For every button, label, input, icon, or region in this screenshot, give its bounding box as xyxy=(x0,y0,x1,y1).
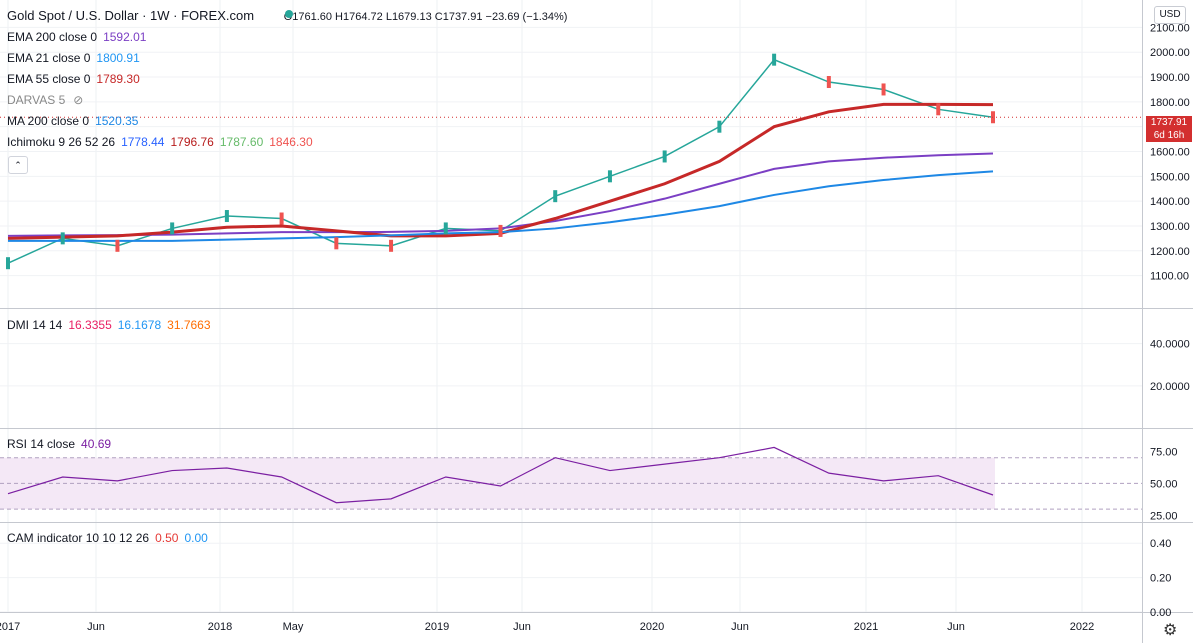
candle xyxy=(170,222,175,235)
x-tick-label: 2020 xyxy=(640,621,664,633)
candle xyxy=(334,237,339,250)
cam-tick-label: 0.20 xyxy=(1150,573,1171,585)
candle xyxy=(6,257,10,270)
dmi-tick-label: 40.0000 xyxy=(1150,339,1190,351)
candle xyxy=(389,239,394,252)
series-ema-200 xyxy=(7,152,994,237)
candle xyxy=(717,120,722,133)
rsi-tick-label: 75.00 xyxy=(1150,446,1178,458)
legend-ichimoku[interactable]: Ichimoku 9 26 52 26 1778.44 1796.76 1787.60… xyxy=(7,135,313,149)
collapse-legend-button[interactable]: ⌃ xyxy=(8,156,28,174)
legend-ema55[interactable]: EMA 55 close 0 1789.30 xyxy=(7,72,140,86)
legend-darvas[interactable]: DARVAS 5 ⊘ xyxy=(7,93,84,107)
rsi-tick-label: 50.00 xyxy=(1150,478,1178,490)
rsi-pane[interactable] xyxy=(0,446,1142,510)
cam-tick-label: 0.00 xyxy=(1150,607,1171,619)
ema55-value: 1789.30 xyxy=(96,72,140,86)
x-tick-label: Jun xyxy=(947,621,965,633)
price-tick-label: 2100.00 xyxy=(1150,22,1190,34)
price-tick-label: 1100.00 xyxy=(1150,271,1189,283)
candle xyxy=(936,103,941,116)
legend-rsi[interactable]: RSI 14 close 40.69 xyxy=(7,437,112,451)
candle xyxy=(607,170,612,183)
price-tick-label: 1900.00 xyxy=(1150,72,1190,84)
x-tick-label: Jun xyxy=(513,621,531,633)
x-tick-label: 2017 xyxy=(0,621,20,633)
x-tick-label: Jun xyxy=(87,621,105,633)
x-tick-label: 2019 xyxy=(425,621,449,633)
candle xyxy=(826,76,831,89)
tv-logo-icon xyxy=(285,10,293,18)
ema200-value: 1592.01 xyxy=(103,30,147,44)
legend-cam[interactable]: CAM indicator 10 10 12 26 0.50 0.00 xyxy=(7,531,208,545)
price-pane[interactable] xyxy=(0,53,1142,270)
ema21-value: 1800.91 xyxy=(96,51,140,65)
candle xyxy=(772,53,777,66)
settings-gear-icon[interactable]: ⚙ xyxy=(1163,622,1178,639)
dmi-tick-label: 20.0000 xyxy=(1150,381,1190,393)
candle xyxy=(662,150,667,163)
x-tick-label: May xyxy=(283,621,304,633)
price-tick-label: 1600.00 xyxy=(1150,147,1190,159)
candle xyxy=(279,212,284,225)
price-tick-label: 1300.00 xyxy=(1150,221,1190,233)
candle xyxy=(115,239,120,252)
ohlc-readout: O1761.60 H1764.72 L1679.13 C1737.91 −23.… xyxy=(283,11,568,23)
price-tick-label: 1400.00 xyxy=(1150,196,1190,208)
price-tick-label: 1200.00 xyxy=(1150,246,1190,258)
price-tick-label: 1500.00 xyxy=(1150,171,1190,183)
legend-ema200[interactable]: EMA 200 close 0 1592.01 xyxy=(7,30,147,44)
candle xyxy=(224,210,229,223)
rsi-line xyxy=(7,446,994,504)
series-ema-55 xyxy=(7,102,994,240)
price-tick-label: 2000.00 xyxy=(1150,47,1190,59)
ma200-value: 1520.35 xyxy=(95,114,139,128)
legend-ema21[interactable]: EMA 21 close 0 1800.91 xyxy=(7,51,140,65)
candle xyxy=(553,190,558,203)
rsi-tick-label: 25.00 xyxy=(1150,511,1178,523)
candle xyxy=(881,83,886,96)
cam-tick-label: 0.40 xyxy=(1150,538,1171,550)
candle xyxy=(443,222,448,235)
legend-ma200[interactable]: MA 200 close 0 1520.35 xyxy=(7,114,139,128)
x-tick-label: 2021 xyxy=(854,621,878,633)
x-tick-label: 2022 xyxy=(1070,621,1094,633)
x-tick-label: 2018 xyxy=(208,621,232,633)
price-tag: 1737.91 6d 16h xyxy=(1146,116,1192,142)
x-tick-label: Jun xyxy=(731,621,749,633)
candle xyxy=(60,232,65,245)
candle xyxy=(498,224,503,237)
symbol-title: Gold Spot / U.S. Dollar · 1W · FOREX.com xyxy=(7,8,255,23)
symbol-header[interactable]: Gold Spot / U.S. Dollar · 1W · FOREX.com… xyxy=(7,9,567,24)
eye-hidden-icon[interactable]: ⊘ xyxy=(73,93,84,107)
currency-button[interactable]: USD xyxy=(1154,6,1186,24)
legend-dmi[interactable]: DMI 14 14 16.3355 16.1678 31.7663 xyxy=(7,318,211,332)
gridlines xyxy=(0,0,1142,613)
price-tick-label: 1800.00 xyxy=(1150,97,1190,109)
